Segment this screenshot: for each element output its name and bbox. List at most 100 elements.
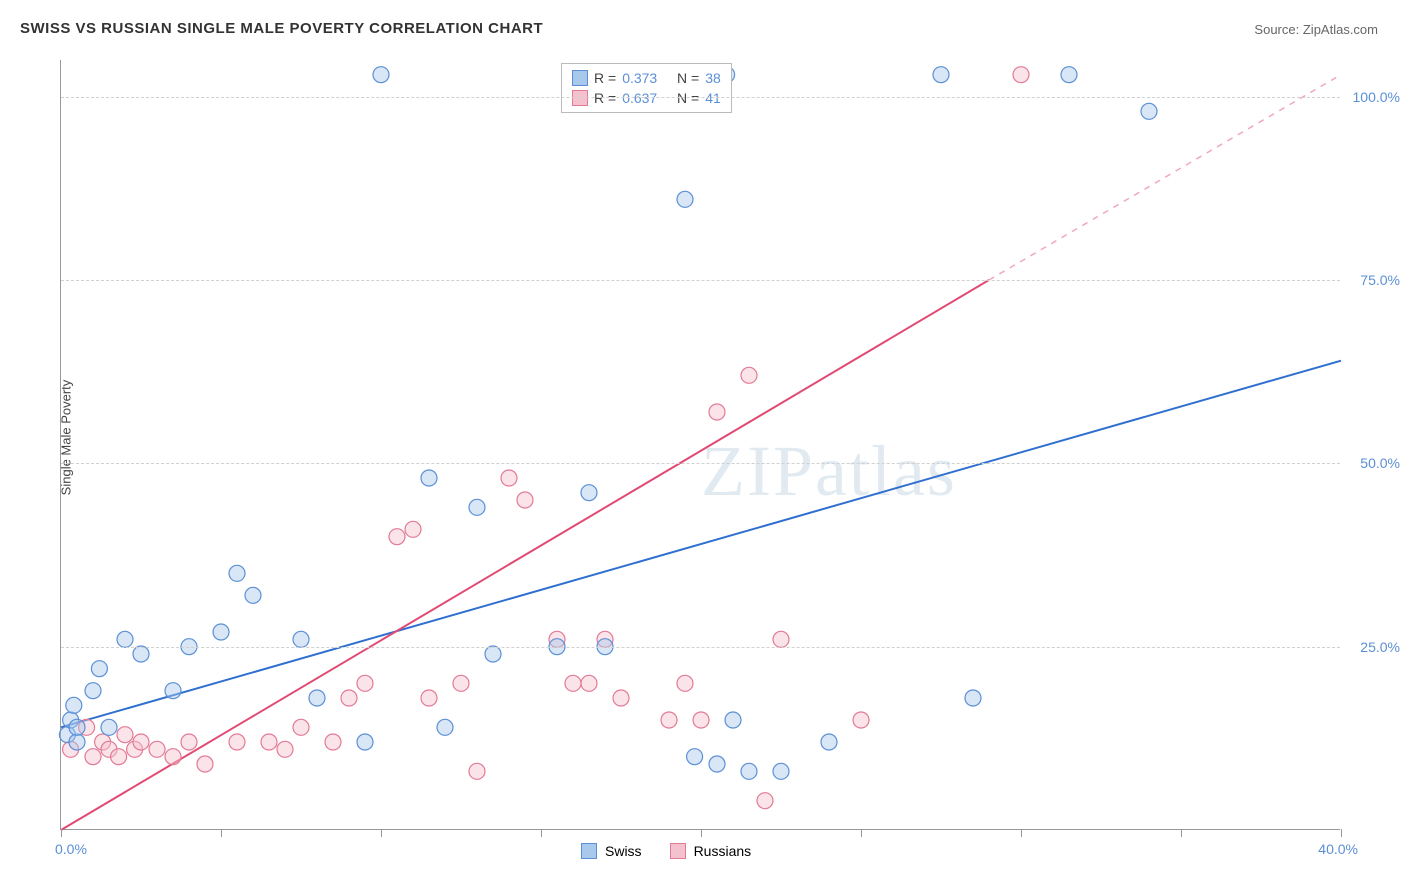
scatter-point-russians	[133, 734, 149, 750]
scatter-point-russians	[181, 734, 197, 750]
y-tick-label: 100.0%	[1353, 89, 1400, 105]
scatter-point-swiss	[165, 683, 181, 699]
x-tick	[221, 829, 222, 837]
y-tick-label: 25.0%	[1360, 639, 1400, 655]
scatter-point-russians	[197, 756, 213, 772]
legend-stats: R = 0.373 N = 38 R = 0.637 N = 41	[561, 63, 732, 113]
trend-line-russians-extrapolated	[989, 75, 1341, 280]
scatter-point-swiss	[213, 624, 229, 640]
scatter-point-swiss	[309, 690, 325, 706]
scatter-point-russians	[341, 690, 357, 706]
scatter-point-swiss	[709, 756, 725, 772]
scatter-point-russians	[261, 734, 277, 750]
scatter-point-russians	[469, 763, 485, 779]
scatter-point-russians	[661, 712, 677, 728]
scatter-point-russians	[757, 793, 773, 809]
y-tick-label: 75.0%	[1360, 272, 1400, 288]
scatter-point-swiss	[117, 631, 133, 647]
scatter-point-swiss	[421, 470, 437, 486]
scatter-point-russians	[325, 734, 341, 750]
scatter-point-swiss	[229, 565, 245, 581]
r-value-swiss: 0.373	[622, 70, 657, 86]
legend-item-russians: Russians	[670, 843, 752, 859]
scatter-point-russians	[229, 734, 245, 750]
scatter-point-swiss	[293, 631, 309, 647]
x-tick-label: 40.0%	[1318, 841, 1358, 857]
trend-line-russians	[61, 280, 989, 830]
n-value-swiss: 38	[705, 70, 721, 86]
scatter-point-russians	[741, 367, 757, 383]
scatter-point-swiss	[933, 67, 949, 83]
scatter-point-swiss	[437, 719, 453, 735]
r-label: R =	[594, 70, 616, 86]
scatter-point-russians	[111, 749, 127, 765]
scatter-point-russians	[117, 727, 133, 743]
scatter-point-swiss	[133, 646, 149, 662]
scatter-point-swiss	[85, 683, 101, 699]
chart-container: SWISS VS RUSSIAN SINGLE MALE POVERTY COR…	[0, 0, 1406, 892]
scatter-point-swiss	[91, 661, 107, 677]
legend-label-swiss: Swiss	[605, 843, 642, 859]
source-name: ZipAtlas.com	[1303, 22, 1378, 37]
scatter-point-swiss	[245, 587, 261, 603]
scatter-point-russians	[517, 492, 533, 508]
x-tick	[1181, 829, 1182, 837]
x-tick	[701, 829, 702, 837]
x-tick	[381, 829, 382, 837]
grid-line	[61, 647, 1340, 648]
scatter-point-swiss	[687, 749, 703, 765]
scatter-point-russians	[581, 675, 597, 691]
x-tick	[861, 829, 862, 837]
legend-stats-row-swiss: R = 0.373 N = 38	[572, 68, 721, 88]
scatter-point-russians	[405, 521, 421, 537]
r-value-russians: 0.637	[622, 90, 657, 106]
legend-stats-row-russians: R = 0.637 N = 41	[572, 88, 721, 108]
scatter-point-russians	[165, 749, 181, 765]
scatter-point-russians	[85, 749, 101, 765]
n-label: N =	[677, 70, 699, 86]
legend-label-russians: Russians	[694, 843, 752, 859]
swatch-swiss-icon	[572, 70, 588, 86]
scatter-point-russians	[277, 741, 293, 757]
scatter-point-russians	[421, 690, 437, 706]
n-value-russians: 41	[705, 90, 721, 106]
trend-line-swiss	[61, 361, 1341, 728]
scatter-point-swiss	[66, 697, 82, 713]
scatter-point-swiss	[101, 719, 117, 735]
scatter-point-russians	[357, 675, 373, 691]
scatter-point-russians	[389, 529, 405, 545]
x-tick	[61, 829, 62, 837]
x-tick	[1341, 829, 1342, 837]
scatter-point-russians	[453, 675, 469, 691]
scatter-point-swiss	[1061, 67, 1077, 83]
swatch-russians-icon	[670, 843, 686, 859]
chart-title: SWISS VS RUSSIAN SINGLE MALE POVERTY COR…	[20, 20, 543, 37]
scatter-point-russians	[693, 712, 709, 728]
scatter-point-russians	[501, 470, 517, 486]
swatch-swiss-icon	[581, 843, 597, 859]
grid-line	[61, 280, 1340, 281]
scatter-point-swiss	[485, 646, 501, 662]
x-tick	[1021, 829, 1022, 837]
y-tick-label: 50.0%	[1360, 455, 1400, 471]
n-label: N =	[677, 90, 699, 106]
scatter-point-russians	[149, 741, 165, 757]
scatter-point-swiss	[725, 712, 741, 728]
plot-area: ZIPatlas R = 0.373 N = 38 R = 0.637 N = …	[60, 60, 1340, 830]
legend-series: Swiss Russians	[581, 843, 751, 859]
scatter-point-swiss	[677, 191, 693, 207]
scatter-point-swiss	[357, 734, 373, 750]
source-attribution: Source: ZipAtlas.com	[1254, 22, 1378, 37]
scatter-point-swiss	[69, 719, 85, 735]
scatter-point-swiss	[469, 499, 485, 515]
scatter-point-russians	[773, 631, 789, 647]
scatter-point-russians	[677, 675, 693, 691]
grid-line	[61, 463, 1340, 464]
scatter-point-russians	[853, 712, 869, 728]
x-tick	[541, 829, 542, 837]
scatter-point-russians	[565, 675, 581, 691]
scatter-point-russians	[709, 404, 725, 420]
scatter-point-swiss	[581, 485, 597, 501]
scatter-point-swiss	[741, 763, 757, 779]
plot-svg	[61, 60, 1341, 830]
